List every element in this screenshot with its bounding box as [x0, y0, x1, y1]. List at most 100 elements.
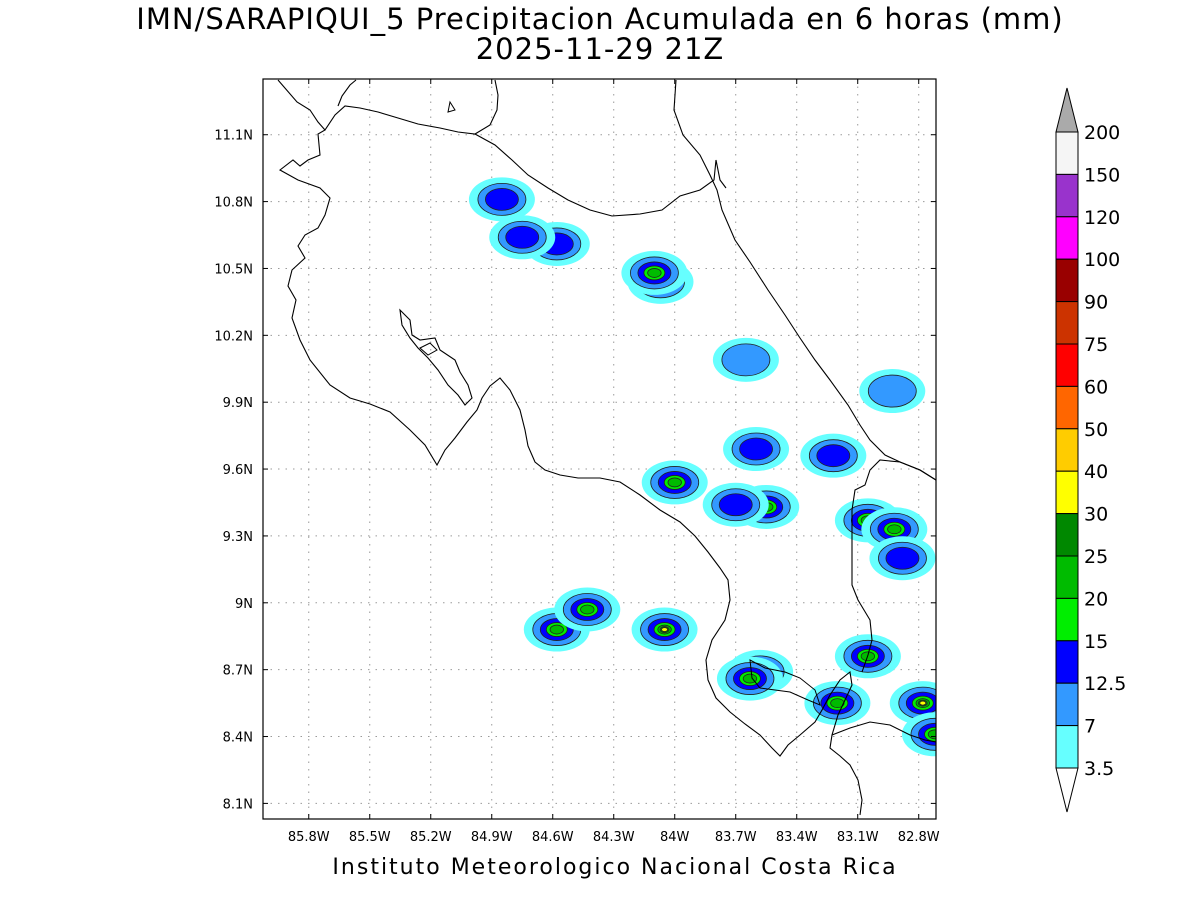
legend-level-label: 120 [1084, 207, 1120, 229]
lat-tick-label: 8.1N [223, 797, 253, 812]
legend-under-triangle [1055, 767, 1079, 813]
precip-contour [739, 437, 773, 461]
legend-color-swatch [1055, 301, 1079, 345]
precip-contour [885, 546, 920, 570]
legend-color-swatch [1055, 640, 1079, 684]
legend-color-swatch [1055, 597, 1079, 642]
legend-level-label: 50 [1084, 419, 1108, 441]
precip-contour [816, 444, 851, 468]
legend-level-label: 12.5 [1084, 673, 1126, 695]
caribbean-coastline [673, 79, 936, 481]
precip-contour [667, 477, 682, 488]
precip-cell [804, 681, 871, 726]
legend-color-swatch [1055, 555, 1079, 599]
legend-level-label: 60 [1084, 376, 1108, 398]
lat-tick-label: 9.6N [223, 463, 253, 478]
precip-color-legend: 200 150 120 100 90 75 60 50 40 30 25 20 15 12.5 7 3.5 [1055, 87, 1126, 813]
precip-cell [641, 460, 708, 505]
legend-color-swatch [1055, 470, 1079, 515]
precip-contour [919, 700, 927, 706]
precip-contour [867, 374, 917, 408]
precip-contour [718, 493, 753, 517]
lon-tick-label: 85.2W [410, 830, 452, 845]
lon-tick-label: 85.8W [288, 830, 330, 845]
panama-pacific-coast [831, 721, 936, 743]
precip-contour [647, 268, 662, 278]
map-frame [262, 78, 937, 820]
san-juan-river-border [474, 133, 727, 217]
legend-color-swatch [1055, 173, 1079, 218]
precip-cell [723, 427, 790, 471]
lat-tick-label: 8.7N [223, 664, 253, 679]
legend-level-label: 75 [1084, 334, 1108, 356]
lat-tick-label: 10.2N [214, 329, 253, 344]
precip-cell [554, 587, 621, 632]
precip-contour [580, 604, 595, 615]
lon-tick-label: 83.4W [776, 830, 818, 845]
lon-tick-label: 85.5W [349, 830, 391, 845]
legend-level-label: 150 [1084, 164, 1120, 186]
lat-tick-label: 9.3N [223, 530, 253, 545]
legend-level-label: 7 [1084, 716, 1096, 738]
legend-color-swatch [1055, 258, 1079, 303]
legend-level-label: 200 [1084, 122, 1120, 144]
nicaragua-border [324, 79, 499, 135]
precip-cell [631, 607, 698, 652]
lat-tick-label: 9.9N [223, 396, 253, 411]
precip-cell [869, 536, 936, 581]
legend-color-swatch [1055, 343, 1079, 387]
map-axes: 85.8W 85.5W 85.2W 84.9W 84.6W 84.3W 84W 83.7W 83… [214, 79, 940, 845]
lon-tick-label: 84.6W [532, 830, 574, 845]
legend-level-label: 40 [1084, 461, 1108, 483]
precip-cell [800, 433, 867, 478]
legend-level-label: 100 [1084, 249, 1120, 271]
institution-credit: Instituto Meteorologico Nacional Costa R… [332, 855, 898, 880]
lat-tick-label: 10.5N [214, 262, 253, 277]
precip-cell [621, 250, 688, 295]
legend-level-label: 25 [1084, 546, 1108, 568]
lat-tick-label: 10.8N [214, 196, 253, 211]
legend-level-label: 20 [1084, 588, 1108, 610]
nicaragua-lake-shore [337, 79, 357, 107]
lon-tick-label: 84W [660, 830, 690, 845]
legend-color-swatch [1055, 682, 1079, 727]
ometepe-island [447, 100, 456, 113]
lon-tick-label: 83.7W [715, 830, 757, 845]
precip-contour [485, 187, 519, 211]
precip-cell [489, 215, 556, 260]
chira-island [419, 342, 438, 356]
panama-border [851, 459, 936, 673]
precip-cell [901, 712, 936, 757]
lat-tick-label: 9N [235, 597, 253, 612]
precip-cell [523, 607, 590, 652]
precip-contour [887, 524, 902, 535]
precip-cell [468, 177, 535, 222]
legend-level-label: 3.5 [1084, 758, 1114, 780]
lon-tick-label: 82.8W [898, 830, 940, 845]
legend-over-triangle [1055, 87, 1079, 133]
precip-contour [505, 225, 540, 249]
precip-contour [661, 627, 668, 632]
golfito-bay [749, 659, 821, 706]
precip-contour [927, 729, 936, 740]
precip-contour [742, 673, 758, 684]
costa-rica-pacific-coastline [277, 79, 863, 816]
legend-level-label: 15 [1084, 631, 1108, 653]
map-subtitle-datetime: 2025-11-29 21Z [475, 32, 725, 66]
legend-level-label: 90 [1084, 292, 1108, 314]
lat-tick-label: 11.1N [214, 129, 253, 144]
legend-color-swatch [1055, 725, 1079, 769]
legend-color-swatch [1055, 131, 1079, 175]
precip-cell [712, 337, 779, 382]
precip-cell [716, 656, 783, 701]
lon-tick-label: 84.3W [593, 830, 635, 845]
coastline-borders [277, 79, 936, 816]
legend-level-label: 30 [1084, 504, 1108, 526]
lon-tick-label: 83.1W [837, 830, 879, 845]
precip-contour [721, 343, 771, 377]
lon-tick-label: 84.9W [471, 830, 513, 845]
nicoya-gulf-peninsula [399, 308, 473, 406]
legend-color-swatch [1055, 216, 1079, 260]
legend-color-swatch [1055, 385, 1079, 430]
